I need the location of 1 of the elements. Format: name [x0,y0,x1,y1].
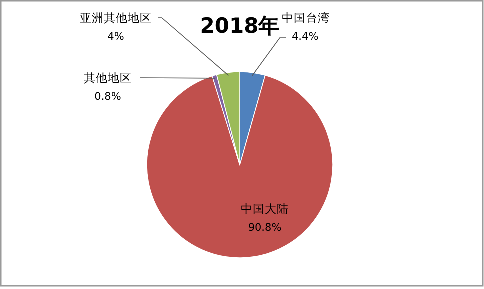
title: 2018年 [200,14,280,38]
